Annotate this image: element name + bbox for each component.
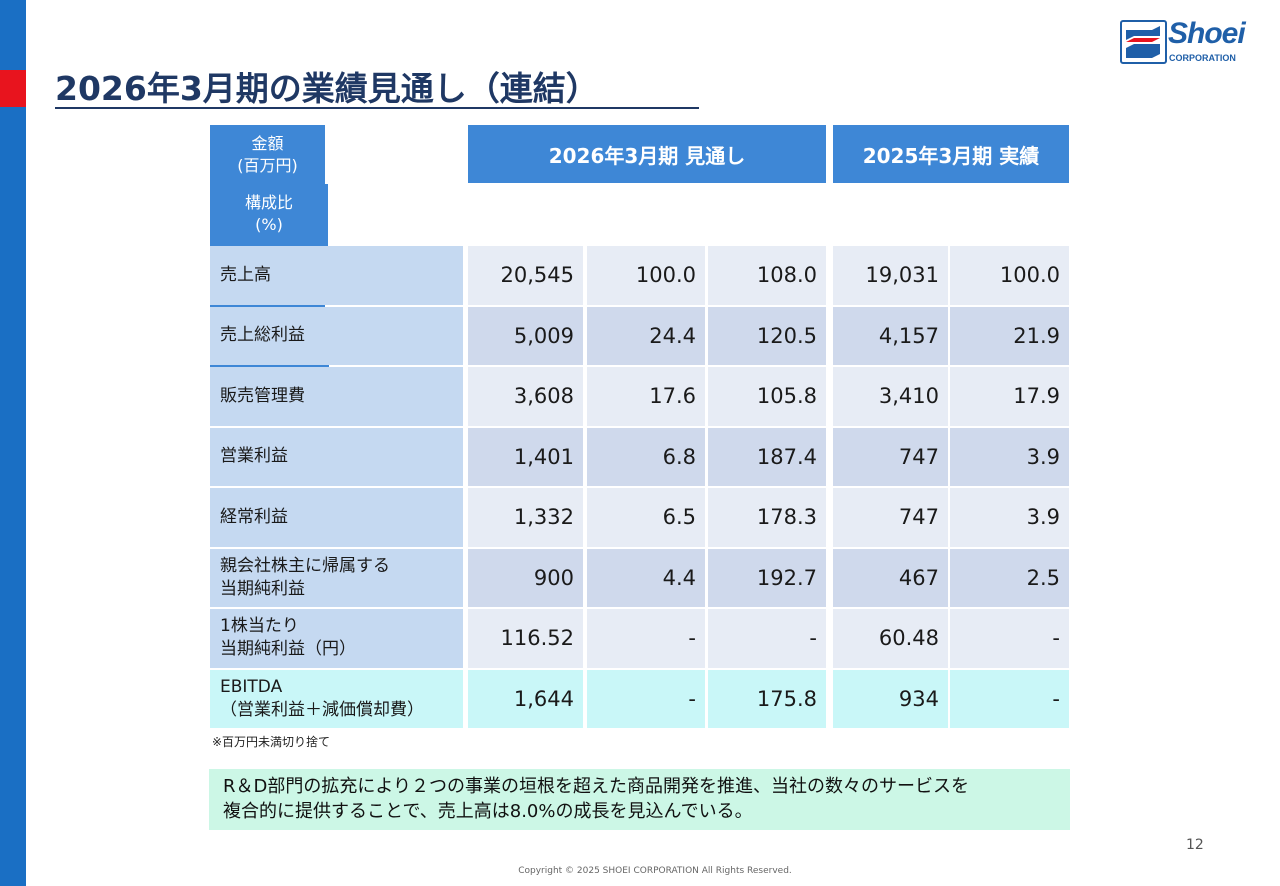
logo-brand-subtext: CORPORATION [1169, 53, 1236, 63]
table-cell: 5,009 [468, 306, 583, 365]
row-label: 親会社株主に帰属する 当期純利益 [210, 548, 463, 607]
column-header: 構成比(%) [210, 184, 328, 243]
table-cell: 17.9 [950, 367, 1069, 426]
page-number: 12 [1186, 837, 1204, 853]
table-cell: 187.4 [708, 427, 826, 486]
column-header-line2: (百万円) [237, 155, 298, 175]
table-cell: 17.6 [587, 367, 705, 426]
table-cell: 3,410 [833, 367, 948, 426]
row-label: EBITDA （営業利益＋減価償却費） [210, 669, 463, 728]
table-cell: 178.3 [708, 488, 826, 547]
table-cell: - [708, 609, 826, 668]
row-label-line1: EBITDA [220, 676, 283, 697]
summary-box: R＆D部門の拡充により２つの事業の垣根を超えた商品開発を推進、当社の数々のサービ… [209, 769, 1070, 830]
table-cell: 192.7 [708, 548, 826, 607]
company-logo: Shoei CORPORATION [1120, 17, 1260, 66]
summary-line-2: 複合的に提供することで、売上高は8.0%の成長を見込んでいる。 [223, 801, 753, 822]
table-cell: - [587, 669, 705, 728]
table-cell: 1,644 [468, 669, 583, 728]
group-header: 2025年3月期 実績 [833, 125, 1069, 183]
table-cell: 20,545 [468, 246, 583, 305]
table-cell: 4,157 [833, 306, 948, 365]
table-cell: 934 [833, 669, 948, 728]
table-cell: 120.5 [708, 306, 826, 365]
left-accent-bar [0, 0, 26, 886]
table-cell: - [950, 609, 1069, 668]
row-label-line1: 1株当たり [220, 616, 299, 637]
table-cell: 747 [833, 488, 948, 547]
row-label-line1: 販売管理費 [220, 385, 305, 406]
table-cell: 467 [833, 548, 948, 607]
table-cell: 3.9 [950, 427, 1069, 486]
column-header: 金額(百万円) [210, 125, 325, 184]
left-red-marker [0, 70, 26, 107]
table-cell: 900 [468, 548, 583, 607]
column-header-line1: 金額 [251, 133, 284, 153]
table-cell: 3.9 [950, 488, 1069, 547]
page-title: 2026年3月期の業績見通し（連結） [55, 69, 599, 108]
row-label-line2: 当期純利益（円） [220, 639, 356, 660]
table-cell: 21.9 [950, 306, 1069, 365]
table-cell: - [950, 669, 1069, 728]
row-label: 売上高 [210, 246, 463, 305]
table-cell: 100.0 [587, 246, 705, 305]
table-cell: 2.5 [950, 548, 1069, 607]
row-label-line1: 親会社株主に帰属する [220, 555, 390, 576]
table-cell: 1,332 [468, 488, 583, 547]
table-cell: 116.52 [468, 609, 583, 668]
table-cell: 100.0 [950, 246, 1069, 305]
rounding-note: ※百万円未満切り捨て [212, 735, 331, 749]
row-label: 営業利益 [210, 427, 463, 486]
row-label: 売上総利益 [210, 306, 463, 365]
table-cell: 3,608 [468, 367, 583, 426]
logo-brand-text: Shoei [1168, 17, 1246, 50]
table-cell: 6.5 [587, 488, 705, 547]
table-cell: 105.8 [708, 367, 826, 426]
table-cell: 60.48 [833, 609, 948, 668]
row-label-line1: 売上総利益 [220, 325, 305, 346]
row-label-line2: （営業利益＋減価償却費） [220, 699, 424, 720]
table-cell: 747 [833, 427, 948, 486]
column-header-line2: (%) [255, 214, 283, 234]
copyright-text: Copyright © 2025 SHOEI CORPORATION All R… [518, 866, 792, 876]
row-label-line1: 売上高 [220, 264, 271, 285]
table-cell: 24.4 [587, 306, 705, 365]
summary-line-1: R＆D部門の拡充により２つの事業の垣根を超えた商品開発を推進、当社の数々のサービ… [223, 776, 970, 797]
row-label-line1: 経常利益 [220, 506, 288, 527]
table-cell: 4.4 [587, 548, 705, 607]
row-label: 1株当たり 当期純利益（円） [210, 609, 463, 668]
row-label-line2: 当期純利益 [220, 578, 305, 599]
table-cell: 108.0 [708, 246, 826, 305]
row-label-line1: 営業利益 [220, 446, 288, 467]
table-cell: 6.8 [587, 427, 705, 486]
group-header: 2026年3月期 見通し [468, 125, 826, 183]
table-cell: 1,401 [468, 427, 583, 486]
logo-mark-icon [1120, 20, 1167, 64]
table-cell: 175.8 [708, 669, 826, 728]
table-cell: 19,031 [833, 246, 948, 305]
table-cell: - [587, 609, 705, 668]
title-underline [55, 107, 699, 109]
row-label: 経常利益 [210, 488, 463, 547]
row-label: 販売管理費 [210, 367, 463, 426]
column-header-line1: 構成比 [244, 192, 293, 212]
